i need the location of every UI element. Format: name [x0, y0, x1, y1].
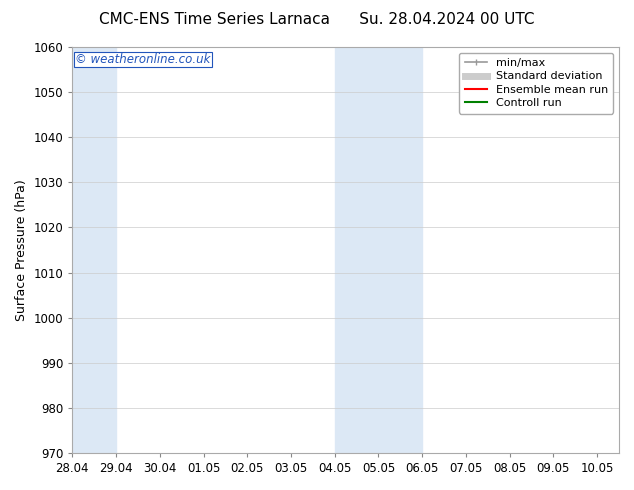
Text: © weatheronline.co.uk: © weatheronline.co.uk — [75, 53, 210, 66]
Text: CMC-ENS Time Series Larnaca      Su. 28.04.2024 00 UTC: CMC-ENS Time Series Larnaca Su. 28.04.20… — [100, 12, 534, 27]
Y-axis label: Surface Pressure (hPa): Surface Pressure (hPa) — [15, 179, 28, 321]
Bar — [335, 47, 422, 453]
Legend: min/max, Standard deviation, Ensemble mean run, Controll run: min/max, Standard deviation, Ensemble me… — [459, 52, 614, 114]
Bar — [72, 47, 116, 453]
